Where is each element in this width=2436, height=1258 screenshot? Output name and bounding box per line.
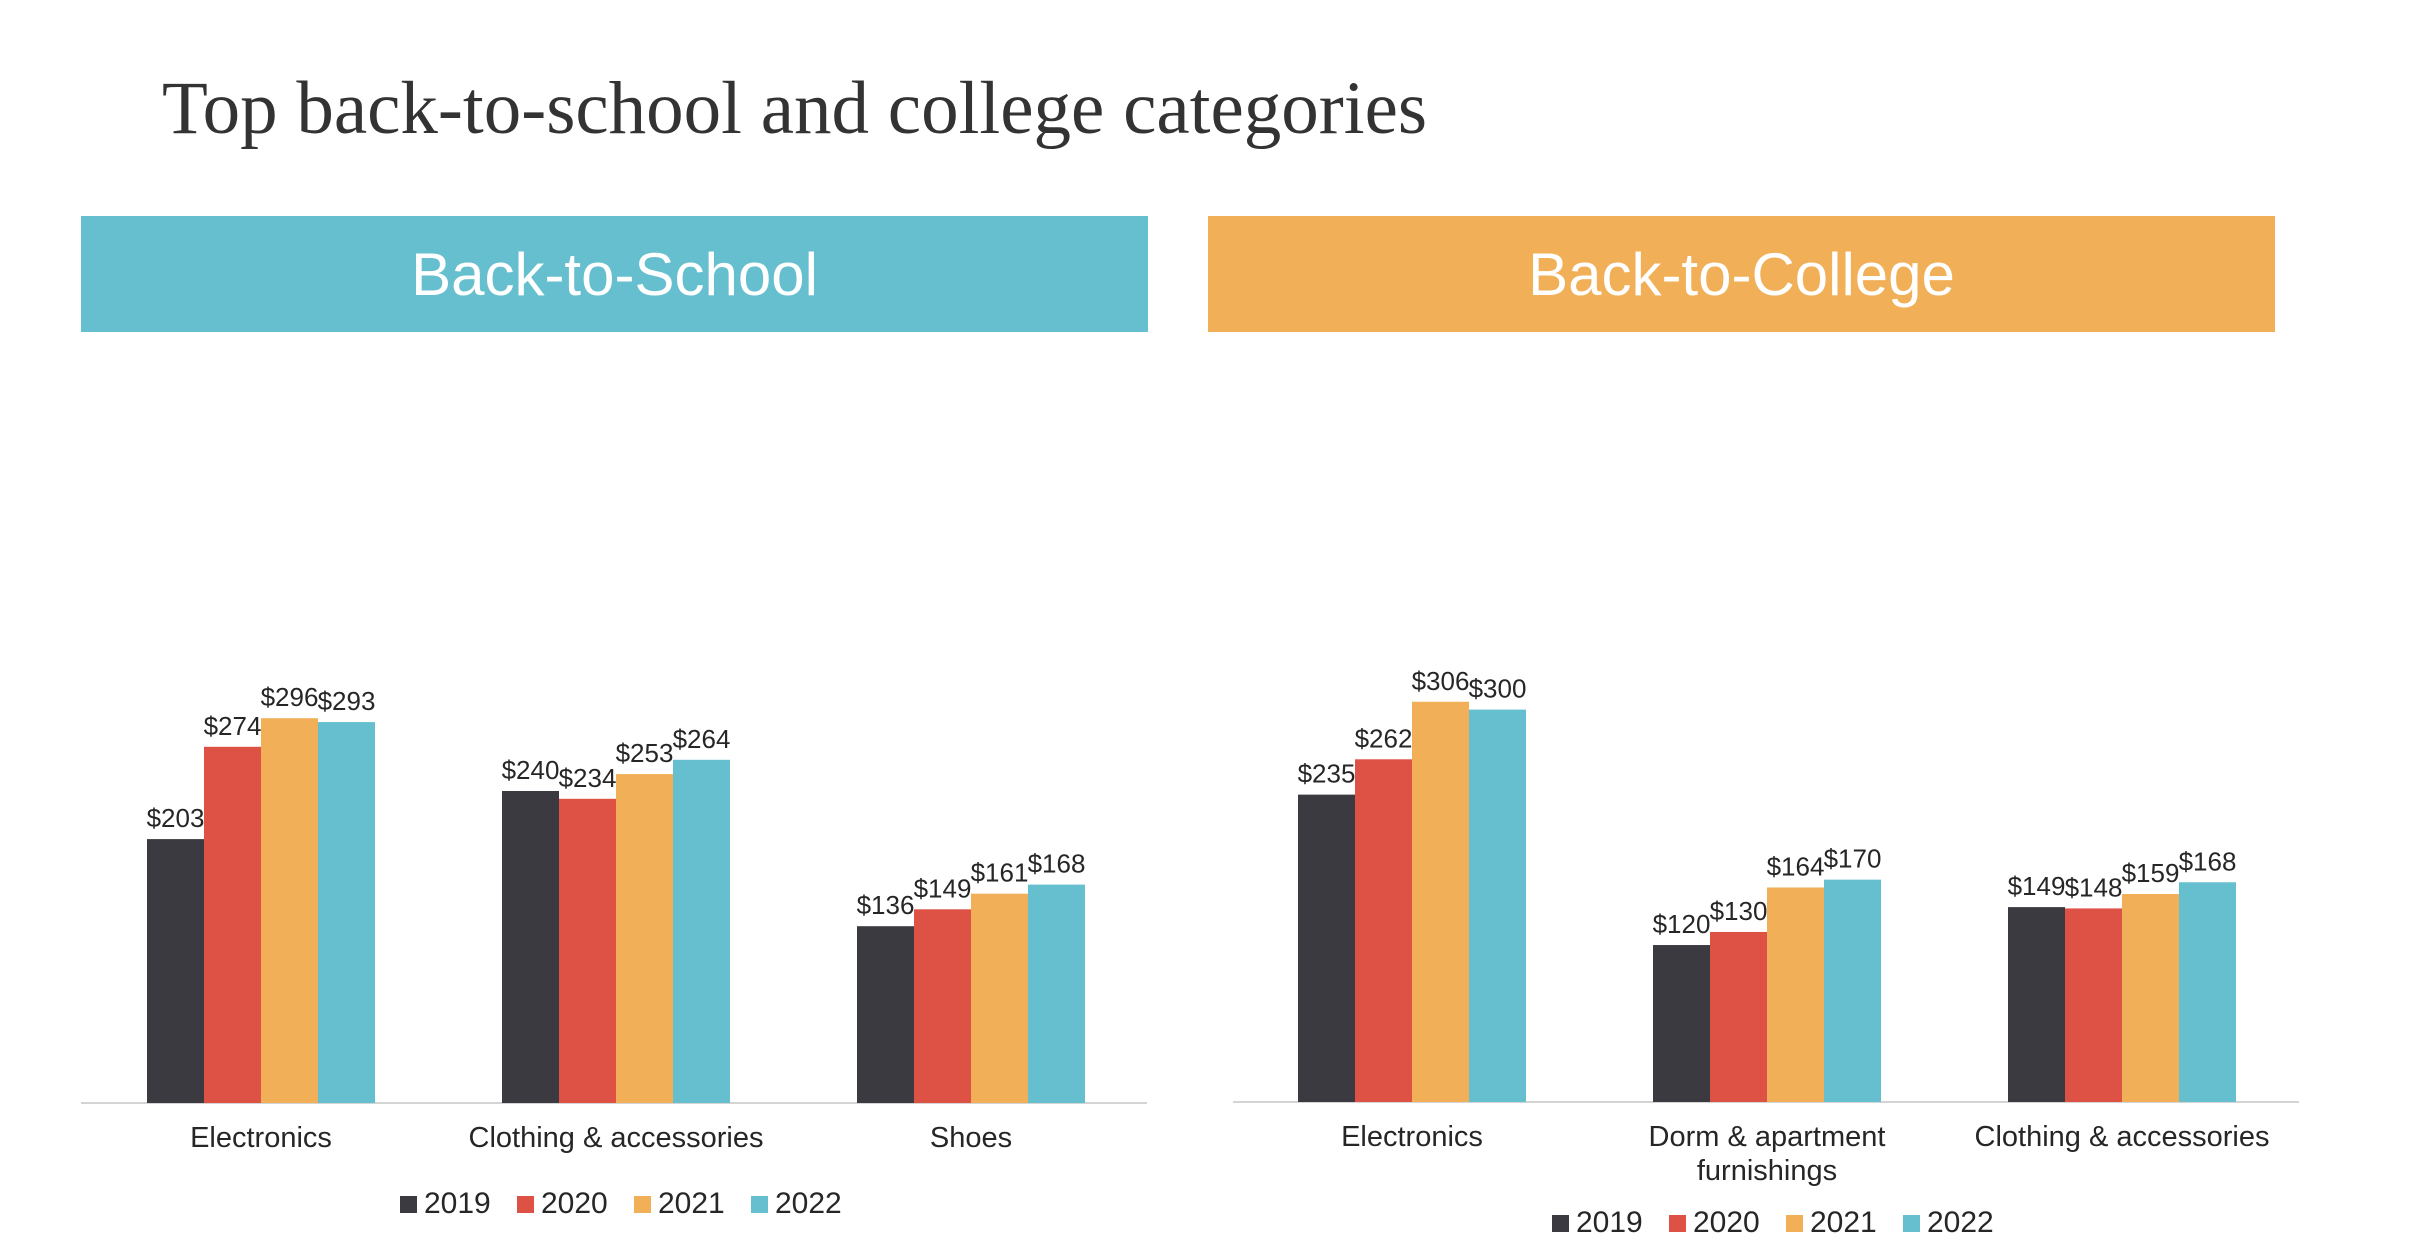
value-label-electronics-2021: $306 bbox=[1412, 666, 1470, 696]
legend-label-2021: 2021 bbox=[1810, 1206, 1877, 1239]
legend: 2019 2020 2021 2022 bbox=[1552, 1206, 1994, 1239]
bar-clothing-accessories-2022 bbox=[2179, 882, 2236, 1102]
back-to-school-banner: Back-to-School bbox=[81, 216, 1148, 332]
bar-shoes-2022 bbox=[1028, 884, 1085, 1103]
legend-swatch-2020 bbox=[1669, 1215, 1686, 1232]
legend-label-2019: 2019 bbox=[424, 1187, 491, 1220]
bar-electronics-2019 bbox=[1298, 794, 1355, 1102]
bar-shoes-2021 bbox=[971, 893, 1028, 1103]
bar-dorm-apartment-furnishings-2022 bbox=[1824, 879, 1881, 1102]
legend-label-2022: 2022 bbox=[1927, 1206, 1994, 1239]
legend-swatch-2019 bbox=[1552, 1215, 1569, 1232]
value-label-clothing-accessories-2020: $234 bbox=[559, 763, 617, 793]
legend: 2019 2020 2021 2022 bbox=[400, 1187, 842, 1220]
value-label-electronics-2022: $300 bbox=[1469, 674, 1527, 704]
page-title: Top back-to-school and college categorie… bbox=[162, 67, 1428, 150]
value-label-shoes-2019: $136 bbox=[857, 890, 915, 920]
bar-clothing-accessories-2021 bbox=[616, 774, 673, 1103]
category-label-shoes: Shoes bbox=[930, 1122, 1012, 1154]
value-label-clothing-accessories-2019: $149 bbox=[2008, 871, 2066, 901]
legend-swatch-2021 bbox=[1786, 1215, 1803, 1232]
category-label-clothing-accessories: Clothing & accessories bbox=[1975, 1121, 2270, 1153]
value-label-clothing-accessories-2020: $148 bbox=[2065, 872, 2123, 902]
bar-electronics-2020 bbox=[204, 746, 261, 1103]
bar-electronics-2022 bbox=[1469, 709, 1526, 1102]
value-label-clothing-accessories-2019: $240 bbox=[502, 755, 560, 785]
value-label-shoes-2021: $161 bbox=[971, 858, 1029, 888]
value-label-electronics-2021: $296 bbox=[261, 682, 319, 712]
value-label-clothing-accessories-2021: $159 bbox=[2122, 858, 2180, 888]
category-label-clothing-accessories: Clothing & accessories bbox=[469, 1122, 764, 1154]
legend-label-2020: 2020 bbox=[541, 1187, 608, 1220]
value-label-clothing-accessories-2022: $264 bbox=[673, 724, 731, 754]
bar-shoes-2019 bbox=[857, 926, 914, 1103]
legend-swatch-2020 bbox=[517, 1196, 534, 1213]
bar-electronics-2021 bbox=[261, 718, 318, 1103]
legend-label-2020: 2020 bbox=[1693, 1206, 1760, 1239]
bar-electronics-2020 bbox=[1355, 759, 1412, 1102]
value-label-dorm-apartment-furnishings-2022: $170 bbox=[1824, 844, 1882, 874]
bar-clothing-accessories-2020 bbox=[559, 798, 616, 1103]
legend-swatch-2019 bbox=[400, 1196, 417, 1213]
legend-swatch-2022 bbox=[751, 1196, 768, 1213]
legend-label-2022: 2022 bbox=[775, 1187, 842, 1220]
bar-clothing-accessories-2022 bbox=[673, 759, 730, 1103]
value-label-shoes-2020: $149 bbox=[914, 873, 972, 903]
category-label-dorm-apartment-furnishings: Dorm & apartment furnishings bbox=[1649, 1121, 1886, 1187]
value-label-electronics-2019: $235 bbox=[1298, 759, 1356, 789]
bar-clothing-accessories-2021 bbox=[2122, 894, 2179, 1102]
bar-dorm-apartment-furnishings-2021 bbox=[1767, 887, 1824, 1102]
value-label-electronics-2020: $262 bbox=[1355, 723, 1413, 753]
bar-dorm-apartment-furnishings-2020 bbox=[1710, 931, 1767, 1102]
bar-clothing-accessories-2019 bbox=[2008, 907, 2065, 1102]
bar-electronics-2019 bbox=[147, 839, 204, 1103]
legend-swatch-2021 bbox=[634, 1196, 651, 1213]
value-label-electronics-2022: $293 bbox=[318, 686, 376, 716]
value-label-electronics-2019: $203 bbox=[147, 803, 205, 833]
legend-label-2021: 2021 bbox=[658, 1187, 725, 1220]
legend-swatch-2022 bbox=[1903, 1215, 1920, 1232]
value-label-electronics-2020: $274 bbox=[204, 711, 262, 741]
legend-label-2019: 2019 bbox=[1576, 1206, 1643, 1239]
bar-electronics-2022 bbox=[318, 722, 375, 1103]
value-label-dorm-apartment-furnishings-2021: $164 bbox=[1767, 851, 1825, 881]
bar-shoes-2020 bbox=[914, 909, 971, 1103]
value-label-dorm-apartment-furnishings-2019: $120 bbox=[1653, 909, 1711, 939]
bar-clothing-accessories-2020 bbox=[2065, 908, 2122, 1102]
category-label-electronics: Electronics bbox=[1341, 1121, 1483, 1153]
value-label-clothing-accessories-2021: $253 bbox=[616, 738, 674, 768]
bar-clothing-accessories-2019 bbox=[502, 791, 559, 1103]
back-to-college-banner: Back-to-College bbox=[1208, 216, 2275, 332]
value-label-clothing-accessories-2022: $168 bbox=[2179, 846, 2237, 876]
value-label-dorm-apartment-furnishings-2020: $130 bbox=[1710, 896, 1768, 926]
bar-electronics-2021 bbox=[1412, 701, 1469, 1102]
value-label-shoes-2022: $168 bbox=[1028, 849, 1086, 879]
category-label-electronics: Electronics bbox=[190, 1122, 332, 1154]
bar-dorm-apartment-furnishings-2019 bbox=[1653, 945, 1710, 1102]
